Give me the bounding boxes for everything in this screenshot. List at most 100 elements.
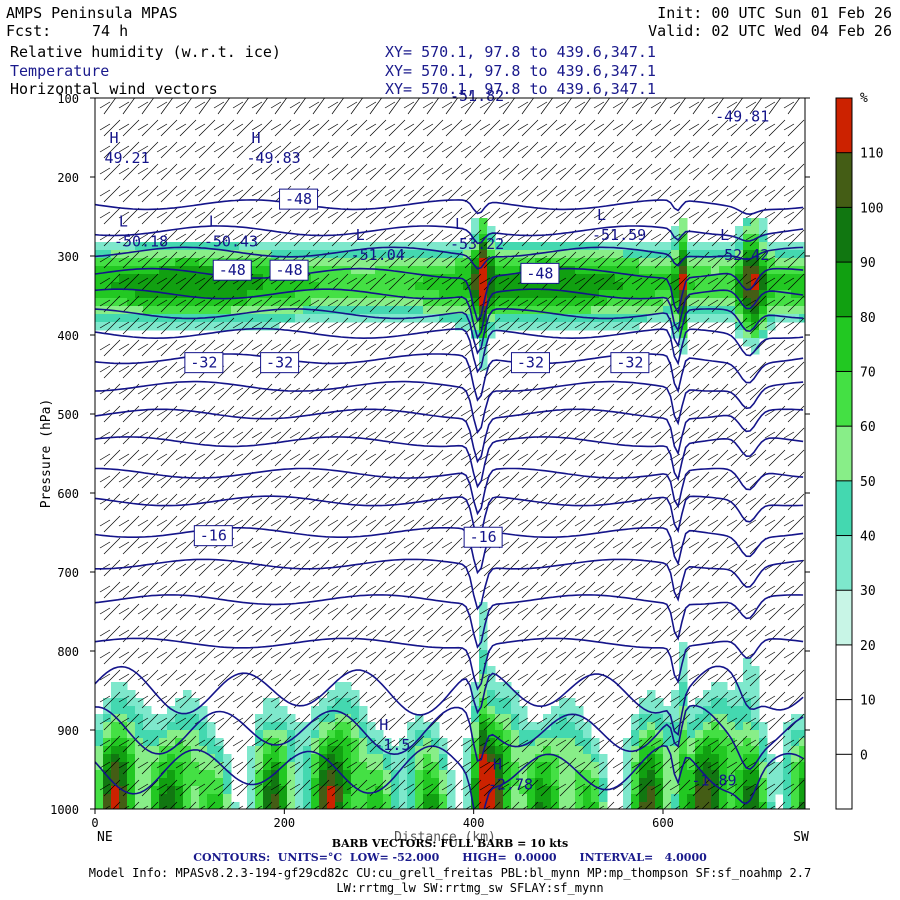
humidity-cell — [743, 786, 752, 795]
humidity-cell — [631, 266, 640, 275]
humidity-cell — [447, 306, 456, 315]
humidity-cell — [127, 762, 136, 771]
humidity-cell — [95, 298, 104, 307]
humidity-cell — [239, 298, 248, 307]
humidity-cell — [759, 234, 768, 243]
humidity-cell — [103, 738, 112, 747]
humidity-cell — [151, 242, 160, 251]
humidity-cell — [743, 234, 752, 243]
humidity-cell — [487, 802, 496, 809]
humidity-cell — [335, 786, 344, 795]
humidity-cell — [711, 290, 720, 299]
humidity-cell — [647, 250, 656, 259]
y-tick-label: 400 — [57, 329, 79, 343]
humidity-cell — [103, 282, 112, 291]
valid-time: Valid: 02 UTC Wed 04 Feb 26 — [648, 22, 892, 40]
humidity-cell — [223, 770, 232, 779]
humidity-cell — [375, 282, 384, 291]
humidity-cell — [279, 298, 288, 307]
humidity-cell — [319, 794, 328, 803]
humidity-cell — [271, 250, 280, 259]
humidity-cell — [375, 762, 384, 771]
humidity-cell — [367, 282, 376, 291]
humidity-cell — [191, 298, 200, 307]
humidity-cell — [687, 714, 696, 723]
humidity-cell — [567, 802, 576, 809]
humidity-cell — [367, 802, 376, 809]
humidity-cell — [575, 714, 584, 723]
humidity-cell — [135, 754, 144, 763]
humidity-cell — [95, 322, 104, 331]
humidity-cell — [103, 698, 112, 707]
humidity-cell — [287, 250, 296, 259]
extremum-marker: H — [379, 716, 388, 734]
humidity-cell — [639, 258, 648, 267]
humidity-cell — [271, 746, 280, 755]
humidity-cell — [671, 746, 680, 755]
temperature-contours — [95, 199, 804, 809]
humidity-cell — [439, 290, 448, 299]
humidity-cell — [391, 762, 400, 771]
colorbar-swatch — [836, 535, 852, 591]
extremum-value: -53.22 — [450, 235, 504, 253]
humidity-cell — [495, 682, 504, 691]
humidity-cell — [439, 282, 448, 291]
humidity-cell — [799, 746, 805, 755]
contour-label: -48 — [526, 264, 553, 282]
humidity-cell — [199, 706, 208, 715]
humidity-cell — [143, 274, 152, 283]
extremum-marker: L — [356, 226, 365, 244]
humidity-cell — [543, 802, 552, 809]
humidity-cell — [183, 322, 192, 331]
humidity-cell — [783, 746, 792, 755]
humidity-cell — [535, 250, 544, 259]
temperature-contour — [95, 246, 804, 270]
humidity-cell — [535, 794, 544, 803]
humidity-cell — [207, 786, 216, 795]
colorbar-swatch — [836, 98, 852, 153]
humidity-cell — [487, 706, 496, 715]
humidity-cell — [799, 786, 805, 795]
y-tick-label: 500 — [57, 408, 79, 422]
humidity-cell — [799, 794, 805, 803]
humidity-cell — [199, 290, 208, 299]
humidity-cell — [775, 306, 784, 315]
humidity-cell — [95, 778, 104, 787]
humidity-cell — [599, 306, 608, 315]
humidity-cell — [335, 298, 344, 307]
humidity-cell — [727, 298, 736, 307]
humidity-cell — [751, 746, 760, 755]
humidity-cell — [383, 762, 392, 771]
humidity-cell — [375, 770, 384, 779]
humidity-cell — [671, 274, 680, 283]
humidity-cell — [663, 754, 672, 763]
humidity-cell — [263, 250, 272, 259]
humidity-cell — [663, 738, 672, 747]
humidity-cell — [575, 250, 584, 259]
humidity-cell — [743, 682, 752, 691]
humidity-cell — [519, 730, 528, 739]
humidity-cell — [471, 690, 480, 699]
humidity-cell — [327, 754, 336, 763]
humidity-cell — [551, 802, 560, 809]
humidity-cell — [255, 714, 264, 723]
humidity-cell — [631, 322, 640, 331]
humidity-cell — [359, 314, 368, 323]
humidity-cell — [95, 314, 104, 323]
humidity-cell — [695, 282, 704, 291]
humidity-cell — [383, 794, 392, 803]
humidity-cell — [159, 746, 168, 755]
humidity-cell — [279, 242, 288, 251]
humidity-cell — [639, 786, 648, 795]
humidity-cell — [575, 762, 584, 771]
humidity-cell — [623, 258, 632, 267]
humidity-cell — [383, 250, 392, 259]
humidity-cell — [575, 242, 584, 251]
y-tick-label: 300 — [57, 250, 79, 264]
humidity-cell — [175, 802, 184, 809]
humidity-cell — [471, 266, 480, 275]
humidity-cell — [647, 706, 656, 715]
humidity-cell — [487, 730, 496, 739]
humidity-cell — [687, 722, 696, 731]
x-end-right: SW — [793, 830, 809, 845]
